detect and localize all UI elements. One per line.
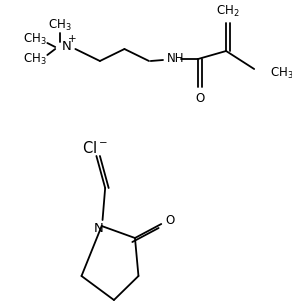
- Text: N: N: [93, 222, 103, 234]
- Text: CH$_3$: CH$_3$: [48, 17, 72, 33]
- Text: Cl$^-$: Cl$^-$: [82, 140, 108, 156]
- Text: CH$_3$: CH$_3$: [23, 31, 47, 47]
- Text: +: +: [67, 34, 76, 44]
- Text: CH$_2$: CH$_2$: [216, 3, 240, 19]
- Text: NH: NH: [166, 52, 184, 66]
- Text: O: O: [165, 213, 175, 226]
- Text: N: N: [62, 41, 72, 54]
- Text: O: O: [195, 92, 204, 105]
- Text: CH$_3$: CH$_3$: [270, 65, 292, 81]
- Text: CH$_3$: CH$_3$: [23, 51, 47, 67]
